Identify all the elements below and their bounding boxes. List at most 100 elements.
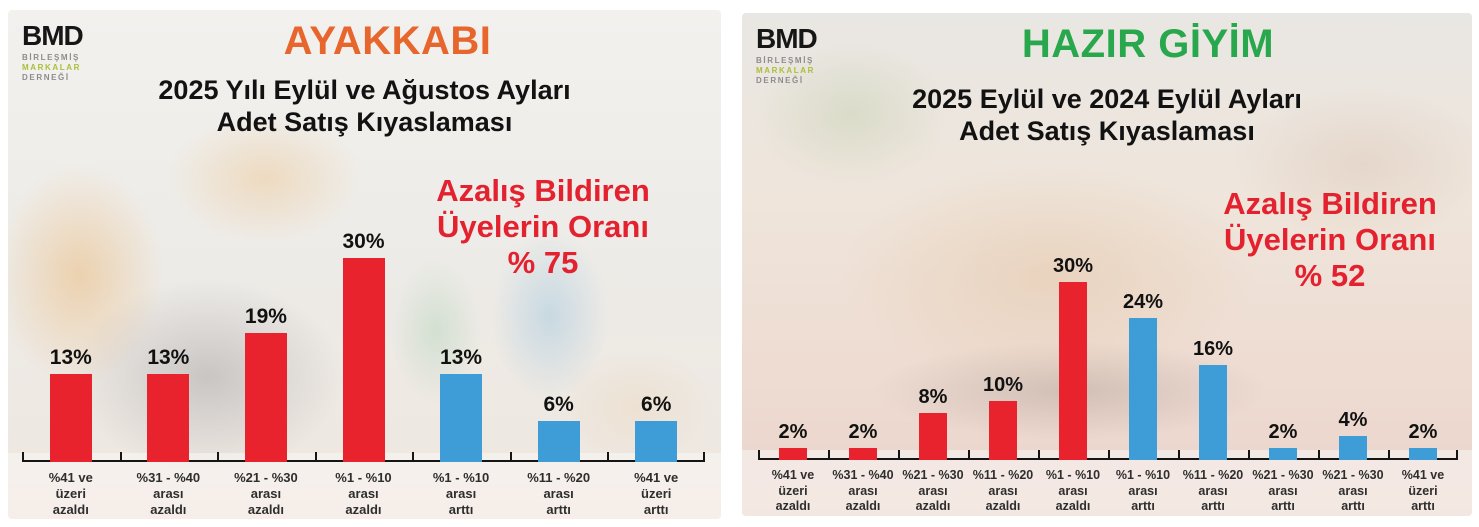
- bar-value-label: 30%: [342, 230, 385, 253]
- page-title: AYAKKABI: [283, 19, 492, 63]
- annotation-line3: % 52: [1294, 258, 1366, 293]
- bar-value-label: 16%: [1192, 338, 1233, 360]
- subtitle-line1: 2025 Yılı Eylül ve Ağustos Ayları: [158, 75, 571, 105]
- panel-ayakkabi: BMD BİRLEŞMİŞ MARKALAR DERNEĞİ AYAKKABI …: [8, 10, 721, 519]
- axis-tick: [1108, 450, 1110, 460]
- bar-chart: 2% %41 ve üzeri azaldı 2% %31 - %40 arası azald…: [758, 216, 1458, 516]
- category-label: %31 - %40 arası azaldı: [120, 470, 218, 518]
- category-label-line: arttı: [1201, 499, 1225, 513]
- axis-tick: [898, 450, 900, 460]
- subtitle-line1: 2025 Eylül ve 2024 Eylül Ayları: [912, 84, 1302, 114]
- bar-value-label: 2%: [1408, 421, 1438, 443]
- category-label-line: azaldı: [150, 502, 187, 517]
- page-title: HAZIR GİYİM: [1021, 22, 1275, 66]
- annotation-line1: Azalış Bildiren: [436, 173, 650, 208]
- bar: [635, 421, 678, 462]
- category-label-line: %21 - %30: [1252, 468, 1314, 482]
- bmd-logo-line1: BİRLEŞMİŞ: [756, 56, 814, 65]
- bar-value-label: 30%: [1052, 255, 1094, 277]
- bmd-logo-text: BMD: [756, 23, 818, 54]
- category-label-line: azaldı: [775, 499, 811, 513]
- annotation-line2: Üyelerin Oranı: [437, 209, 649, 244]
- axis-tick: [968, 450, 970, 460]
- axis-tick: [509, 452, 512, 462]
- category-label-line: %21 - %30: [234, 470, 298, 485]
- axis-tick: [1178, 450, 1180, 460]
- category-label: %1 - %10 arası azaldı: [315, 470, 413, 518]
- category-label-line: arası: [1058, 483, 1088, 498]
- category-label-line: arttı: [1271, 499, 1295, 513]
- category-label-line: azaldı: [915, 499, 951, 513]
- category-label-line: üzeri: [778, 483, 808, 498]
- bar-value-label: 13%: [440, 346, 483, 369]
- category-label-line: %41 ve: [48, 470, 93, 485]
- axis-tick: [412, 452, 415, 462]
- background-photo-shoes: [742, 13, 1472, 516]
- bar-value-label: 13%: [147, 346, 190, 369]
- category-label: %21 - %30 arası arttı: [1248, 468, 1318, 515]
- category-label-line: azaldı: [247, 502, 284, 517]
- bar-value-label: 10%: [982, 374, 1024, 396]
- bmd-logo-line3: DERNEĞİ: [22, 73, 70, 82]
- category-label-line: arası: [988, 483, 1018, 498]
- axis-tick: [828, 450, 830, 460]
- category-label-line: %21 - %30: [902, 468, 964, 482]
- bar: [49, 374, 92, 462]
- category-label-line: azaldı: [1055, 499, 1091, 513]
- axis-tick: [314, 452, 317, 462]
- bar: [919, 413, 947, 460]
- axis-tick: [217, 452, 220, 462]
- category-label-line: arttı: [1131, 499, 1155, 513]
- bar-value-label: 2%: [1268, 421, 1298, 443]
- category-label-line: arası: [543, 486, 574, 501]
- bmd-logo-line2: MARKALAR: [22, 63, 82, 72]
- category-label-line: %31 - %40: [832, 468, 894, 482]
- bar: [342, 258, 385, 462]
- category-label-line: arası: [918, 483, 948, 498]
- panel-hazir-giyim: BMD BİRLEŞMİŞ MARKALAR DERNEĞİ HAZIR GİY…: [742, 13, 1472, 516]
- bmd-logo-line2: MARKALAR: [756, 66, 816, 75]
- decrease-ratio-annotation: Azalış Bildiren Üyelerin Oranı % 75: [423, 173, 663, 281]
- bar: [1269, 448, 1297, 460]
- bar-value-label: 19%: [244, 305, 287, 328]
- category-label-line: arası: [1268, 483, 1298, 498]
- chart-subtitle: 2025 Yılı Eylül ve Ağustos Ayları Adet S…: [8, 74, 721, 138]
- category-label-line: %21 - %30: [1322, 468, 1384, 482]
- decrease-ratio-annotation: Azalış Bildiren Üyelerin Oranı % 52: [1210, 186, 1450, 294]
- bar: [1409, 448, 1437, 460]
- category-label: %41 ve üzeri arttı: [607, 470, 705, 518]
- category-label-line: azaldı: [985, 499, 1021, 513]
- category-label-line: üzeri: [55, 486, 86, 501]
- axis-tick: [119, 452, 122, 462]
- category-label-line: azaldı: [52, 502, 89, 517]
- category-label-line: arttı: [546, 502, 571, 517]
- category-label: %21 - %30 arası azaldı: [898, 468, 968, 515]
- category-label-line: %41 ve: [1401, 468, 1445, 482]
- category-label-line: üzeri: [1408, 483, 1438, 498]
- category-label: %31 - %40 arası azaldı: [828, 468, 898, 515]
- bar-value-label: 6%: [641, 393, 672, 416]
- bar-chart: 13% %41 ve üzeri azaldı 13% %31 - %40 arası aza…: [22, 219, 705, 519]
- axis-tick: [1388, 450, 1390, 460]
- bmd-logo: BMD BİRLEŞMİŞ MARKALAR DERNEĞİ: [756, 23, 818, 86]
- bar: [849, 448, 877, 460]
- category-label-line: arası: [348, 486, 379, 501]
- bar: [1339, 436, 1367, 460]
- category-label-line: arası: [153, 486, 184, 501]
- category-label-line: arası: [848, 483, 878, 498]
- category-label-line: azaldı: [845, 499, 881, 513]
- bar: [989, 401, 1017, 460]
- axis-tick: [1318, 450, 1320, 460]
- category-label-line: arttı: [448, 502, 474, 517]
- bar: [147, 374, 190, 462]
- category-label-line: arası: [250, 486, 282, 501]
- bar-value-label: 2%: [778, 421, 808, 443]
- bar: [440, 374, 483, 462]
- category-label: %11 - %20 arası azaldı: [968, 468, 1038, 515]
- category-label-line: %41 ve: [634, 470, 679, 485]
- category-label-line: %11 - %20: [972, 468, 1034, 482]
- bar-value-label: 24%: [1122, 291, 1164, 313]
- axis-tick: [607, 452, 610, 462]
- axis-tick: [703, 452, 705, 462]
- category-label: %1 - %10 arası azaldı: [1038, 468, 1108, 515]
